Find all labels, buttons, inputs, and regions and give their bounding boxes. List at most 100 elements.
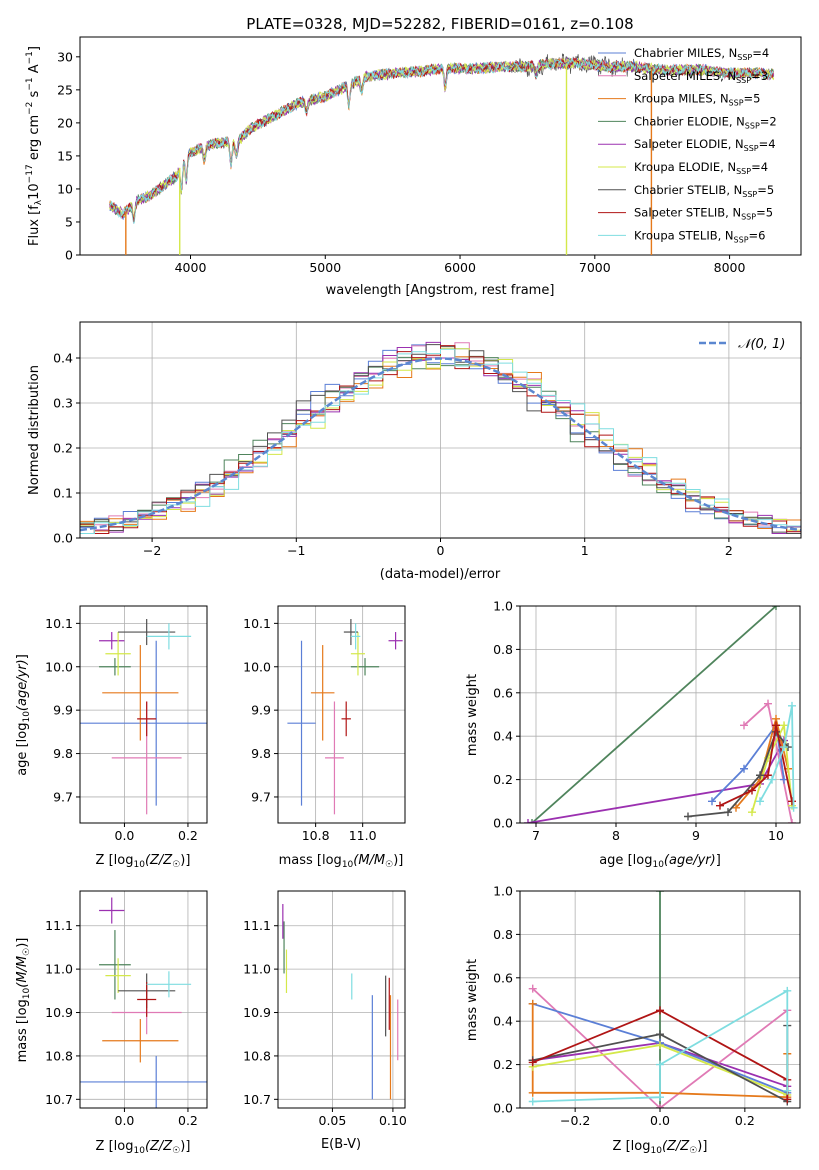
weight-series-marker	[732, 803, 740, 812]
x-tick-label: 7	[532, 828, 540, 843]
z-age-panel: 0.0 0.2 9.7 9.8 9.9 10.0 10.1	[45, 605, 208, 843]
weight-series-marker	[708, 797, 716, 806]
y-tick-label: 9.7	[53, 789, 73, 804]
y-tick-label: 15	[57, 148, 73, 163]
spectrum-ylabel: Flux [fλ10−17 erg cm−2 s−1 A−1]	[25, 46, 44, 246]
errorbar-point	[102, 1019, 179, 1063]
histogram-plot-area	[80, 341, 801, 534]
x-tick-label: 5000	[309, 260, 341, 275]
weight-series-marker	[716, 801, 724, 810]
weight-series-marker	[524, 819, 532, 823]
errorbar-point	[388, 632, 403, 650]
x-tick-label: 0.2	[735, 1113, 755, 1128]
x-tick-label: −2	[143, 543, 161, 558]
weight-series-marker	[528, 819, 536, 823]
weight-series-marker	[740, 764, 748, 773]
weight-series-marker	[768, 775, 776, 784]
plot-frame	[79, 890, 208, 1109]
plot-frame	[277, 890, 406, 1109]
y-tick-label: 10	[57, 181, 73, 196]
y-tick-label: 0.8	[493, 642, 513, 657]
x-tick-label: 4000	[175, 260, 207, 275]
spectrum-legend: Chabrier MILES, NSSP=4 Salpeter MILES, NS…	[598, 46, 777, 244]
x-tick-label: 0.10	[379, 1113, 407, 1128]
weight-series-marker	[528, 1058, 537, 1067]
plot-frame	[79, 605, 208, 824]
residual-histogram-panel: −2 −1 0 1 2 0.0 0.1 0.2 0.3 0.4 𝒩(0, 1) (data-mod…	[27, 321, 802, 582]
weight-series-marker	[772, 721, 780, 730]
y-tick-label: 0.0	[53, 531, 73, 546]
weight-series-marker	[656, 1060, 664, 1069]
weight-series-marker	[756, 771, 764, 780]
errorbar-point	[287, 640, 316, 806]
y-tick-label: 30	[57, 49, 73, 64]
x-tick-label: 9	[692, 828, 700, 843]
x-tick-label: 1	[581, 543, 589, 558]
histogram-steps	[80, 341, 801, 534]
weight-series-line	[532, 987, 788, 1108]
y-tick-label: 0.4	[493, 729, 513, 744]
y-tick-label: 5	[65, 214, 73, 229]
x-tick-label: −0.2	[560, 1113, 590, 1128]
errorbar-layer	[80, 619, 207, 815]
weight-series-marker	[656, 1104, 664, 1108]
y-tick-label: 0.1	[53, 486, 73, 501]
y-tick-label: 9.9	[251, 703, 271, 718]
legend-label: Kroupa MILES, NSSP=5	[634, 92, 760, 108]
x-tick-label: 0.2	[178, 1113, 198, 1128]
y-tick-label: 1.0	[493, 884, 513, 899]
errorbar-point	[105, 958, 131, 993]
x-tick-label: 0.2	[178, 828, 198, 843]
weight-series-marker	[783, 1086, 792, 1095]
weight-series-marker	[756, 797, 764, 806]
weight-series-line	[711, 723, 785, 802]
y-tick-label: 25	[57, 82, 73, 97]
weight-series-marker	[748, 786, 756, 795]
legend-label: Salpeter ELODIE, NSSP=4	[634, 137, 776, 153]
y-tick-label: 11.1	[45, 918, 73, 933]
weight-series-marker	[764, 699, 772, 708]
plot-frame	[519, 890, 801, 1109]
errorbar-point	[146, 971, 192, 998]
plot-frame	[519, 605, 801, 824]
errorbar-layer	[80, 897, 207, 1108]
histogram-ylabel: Normed distribution	[27, 365, 42, 495]
y-tick-label: 9.8	[251, 746, 271, 761]
errorbar-point	[310, 645, 335, 741]
age-weight-ylabel: mass weight	[465, 674, 480, 756]
errorbar-point	[99, 930, 131, 1000]
legend-label: Salpeter STELIB, NSSP=5	[634, 206, 773, 222]
weight-series-marker	[788, 819, 796, 823]
x-tick-label: 10	[768, 828, 784, 843]
y-tick-label: 11.0	[243, 962, 271, 977]
z-weight-xlabel: Z [log10(Z/Z☉)]	[613, 1139, 708, 1156]
errorbar-point	[137, 982, 157, 1017]
errorbar-point	[99, 658, 131, 676]
mass-age-panel: 10.8 11.0 9.7 9.8 9.9 10.0 10.1	[243, 605, 406, 843]
errorbar-point	[99, 897, 125, 924]
spectrum-series-line	[109, 57, 775, 225]
figure-title: PLATE=0328, MJD=52282, FIBERID=0161, z=0…	[246, 15, 633, 33]
x-tick-label: 0.0	[115, 828, 135, 843]
y-tick-label: 0.4	[53, 351, 73, 366]
y-tick-label: 0.0	[493, 816, 513, 831]
weight-series-marker	[656, 1041, 664, 1050]
errorbar-point	[350, 658, 380, 676]
spectrum-lines	[109, 53, 775, 255]
weight-series-marker	[528, 1088, 537, 1097]
errorbar-point	[350, 632, 366, 676]
age-weight-xlabel: age [log10(age/yr)]	[599, 853, 721, 870]
line-layer	[524, 606, 798, 823]
y-tick-label: 11.0	[45, 962, 73, 977]
errorbar-point	[80, 640, 207, 806]
y-tick-label: 0.4	[493, 1014, 513, 1029]
y-tick-label: 10.0	[243, 659, 271, 674]
y-tick-label: 10.7	[45, 1092, 73, 1107]
y-tick-label: 0.8	[493, 927, 513, 942]
weight-series-marker	[656, 1006, 664, 1015]
errorbar-point	[102, 645, 179, 741]
x-tick-label: 8	[612, 828, 620, 843]
y-tick-label: 10.8	[243, 1048, 271, 1063]
weight-series-marker	[684, 812, 692, 821]
weight-series-marker	[764, 771, 772, 780]
